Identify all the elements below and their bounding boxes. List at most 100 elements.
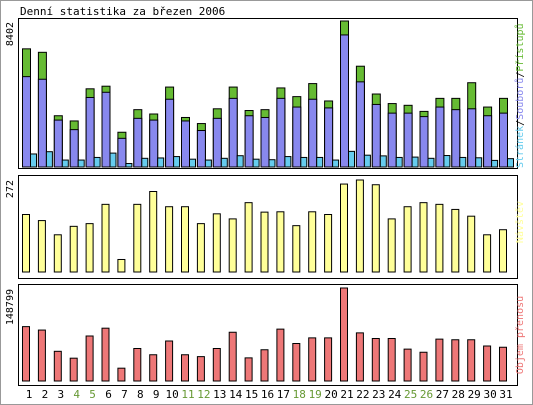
bar-prenos [85, 335, 94, 382]
bar-navstev [355, 179, 364, 273]
bar-soubory [483, 115, 493, 168]
bar-navstev [85, 223, 94, 273]
bar-prenos [228, 331, 237, 382]
bar-navstev [244, 202, 253, 273]
bar-stranek [220, 157, 228, 168]
bar-soubory [117, 137, 127, 168]
bar-prenos [340, 287, 348, 382]
bar-prenos [419, 351, 428, 382]
day-labels: 1 2 3 4 5 6 7 8 9 10 11 12 13 14 15 16 17 18 19 20 21 22 23 24 2… [26, 388, 513, 401]
bar-prenos [260, 349, 269, 382]
bar-navstev [165, 206, 174, 273]
bar-navstev [467, 215, 476, 273]
bar-soubory [37, 78, 47, 168]
day-label: 12 [197, 388, 210, 401]
bar-stranek [30, 153, 37, 168]
bar-stranek [45, 151, 53, 168]
bar-navstev [276, 211, 285, 273]
bar-stranek [77, 159, 85, 168]
legend-stranek: Stránek [514, 126, 526, 168]
bar-navstev [371, 184, 380, 273]
bar-prenos [371, 337, 380, 382]
bar-prenos [212, 347, 221, 382]
bar-prenos [451, 339, 460, 382]
bar-prenos [181, 354, 189, 382]
day-label: 4 [73, 388, 80, 401]
bar-stranek [284, 156, 292, 168]
bar-navstev [340, 183, 348, 273]
day-label: 28 [452, 388, 465, 401]
bar-stranek [173, 156, 181, 168]
bar-stranek [443, 155, 451, 168]
day-label: 5 [89, 388, 96, 401]
day-label: 25 [404, 388, 417, 401]
day-label: 2 [42, 388, 49, 401]
bar-soubory [22, 76, 31, 168]
bar-soubory [196, 130, 206, 168]
day-label: 17 [277, 388, 290, 401]
day-label: 1 [26, 388, 33, 401]
bar-soubory [133, 117, 143, 168]
day-label: 7 [121, 388, 128, 401]
day-label: 8 [137, 388, 144, 401]
bar-stranek [491, 159, 499, 168]
bar-navstev [324, 214, 333, 273]
legend-sep-2: / [515, 72, 526, 78]
day-label: 9 [153, 388, 160, 401]
bar-soubory [165, 98, 175, 168]
bar-stranek [332, 159, 340, 168]
bar-stranek [93, 156, 101, 168]
day-label: 6 [105, 388, 112, 401]
bar-prenos [355, 332, 364, 382]
bar-navstev [117, 258, 126, 273]
bar-stranek [157, 157, 165, 168]
bar-prenos [467, 339, 476, 382]
bar-navstev [292, 225, 301, 273]
day-label: 23 [372, 388, 385, 401]
bar-stranek [379, 155, 387, 168]
bar-soubory [419, 116, 429, 168]
transfer-side-legend: Objem přenosu [514, 296, 526, 374]
bar-soubory [244, 115, 254, 168]
visits-ymax-label: 272 [5, 180, 16, 198]
bar-soubory [451, 109, 461, 168]
bar-prenos [149, 354, 158, 382]
day-label: 31 [499, 388, 512, 401]
day-label: 26 [420, 388, 433, 401]
bar-soubory [467, 108, 477, 168]
bar-prenos [133, 347, 142, 382]
bar-navstev [419, 202, 428, 273]
bar-prenos [324, 337, 333, 382]
bar-soubory [308, 98, 318, 168]
bar-soubory [69, 129, 79, 168]
bar-stranek [141, 157, 149, 168]
bar-navstev [387, 218, 396, 273]
bar-stranek [507, 158, 514, 168]
hits-ymax-label: 8402 [5, 22, 16, 46]
bar-soubory [228, 97, 238, 168]
bar-prenos [165, 340, 174, 382]
legend-soubory: Souborů [514, 78, 526, 120]
bar-prenos [22, 326, 30, 382]
bar-stranek [363, 154, 371, 168]
bar-stranek [395, 156, 403, 168]
legend-pristupy: Přístupů [514, 23, 526, 71]
hits-side-legend: Stránek/Souborů/Přístupů [514, 23, 526, 168]
day-label: 29 [468, 388, 481, 401]
bar-prenos [387, 337, 396, 382]
bar-prenos [53, 350, 62, 382]
bar-prenos [499, 346, 507, 382]
bar-soubory [435, 106, 445, 168]
hits-panel-frame [18, 18, 518, 169]
bar-stranek [316, 156, 324, 168]
bar-stranek [204, 159, 212, 168]
day-label: 24 [388, 388, 402, 401]
bar-prenos [101, 327, 110, 382]
bar-navstev [149, 191, 158, 273]
transfer-panel-frame [18, 284, 518, 386]
bar-soubory [340, 34, 349, 168]
bar-stranek [348, 150, 355, 168]
bar-stranek [427, 157, 435, 168]
